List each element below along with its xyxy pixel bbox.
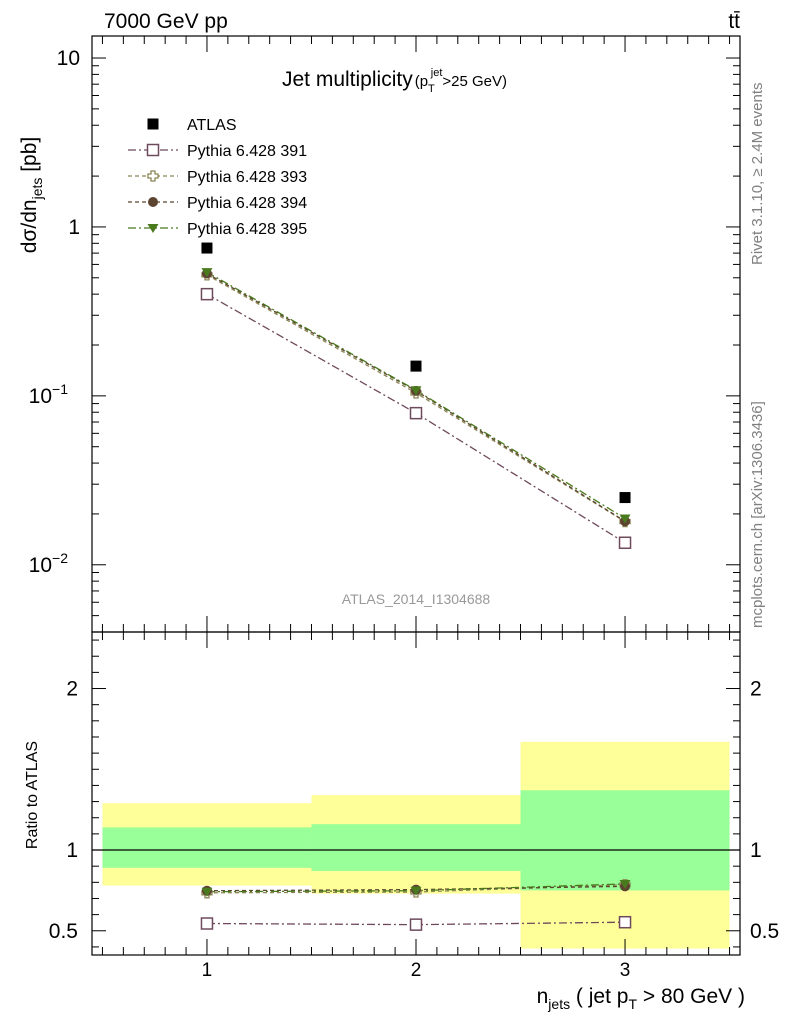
ratio-tick-labels: 0.5 0.5 1 1 2 2 1 2 3	[49, 678, 779, 981]
main-y-axis-label: dσ/dnjets [pb]	[18, 137, 45, 254]
ratio-point	[201, 887, 213, 897]
y-tick-label: 10−1	[29, 381, 69, 408]
ratio-point	[409, 918, 423, 931]
chart-title: Jet multiplicity (pTjet>25 GeV)	[282, 67, 507, 95]
main-series	[200, 242, 632, 550]
rivet-version-label: Rivet 3.1.10, ≥ 2.4M events	[749, 83, 766, 266]
x-tick-label: 1	[202, 960, 213, 981]
ratio-y-tick-label-right: 2	[750, 678, 762, 701]
ratio-y-tick-label: 2	[66, 678, 78, 701]
legend-label: Pythia 6.428 395	[187, 221, 307, 238]
legend-label: Pythia 6.428 394	[187, 195, 307, 212]
x-axis-label: njets ( jet pT > 80 GeV )	[537, 985, 745, 1012]
data-point	[201, 268, 213, 278]
main-x-ticks	[101, 36, 731, 632]
y-tick-exponent: −1	[52, 381, 68, 397]
ratio-point	[618, 915, 632, 929]
ratio-y-axis-label: Ratio to ATLAS	[24, 741, 41, 849]
x-tick-label: 2	[411, 960, 422, 981]
inner-band	[311, 824, 521, 872]
header-process-label: tt̄	[728, 10, 740, 33]
main-y-ticks	[92, 57, 740, 633]
data-point	[201, 242, 213, 254]
legend-marker	[147, 224, 159, 233]
data-point	[410, 386, 422, 396]
ratio-point	[619, 879, 631, 889]
data-point	[619, 492, 631, 504]
header-energy-label: 7000 GeV pp	[104, 10, 228, 33]
mcplots-label: mcplots.cern.ch [arXiv:1306.3436]	[749, 401, 766, 628]
legend-marker	[147, 170, 159, 182]
legend-marker	[146, 143, 160, 157]
ratio-y-tick-label-right: 0.5	[750, 920, 779, 943]
legend: ATLAS Pythia 6.428 391 Pythia 6.428 393 Pyt…	[128, 117, 307, 238]
main-y-tick-labels: 10−2 10−1 1 10	[29, 47, 80, 577]
legend-marker	[148, 197, 158, 207]
data-point	[619, 514, 631, 524]
ratio-y-tick-label: 1	[66, 839, 78, 862]
ratio-ticks	[92, 632, 740, 955]
data-point	[410, 360, 422, 372]
main-plot-panel: 10−2 10−1 1 10 dσ/dnjets [pb] Jet multiplic…	[18, 35, 741, 633]
y-tick-label: 10−2	[29, 550, 69, 577]
legend-label: Pythia 6.428 393	[187, 169, 307, 186]
y-tick-label: 1	[68, 216, 80, 239]
ratio-plot-panel: 0.5 0.5 1 1 2 2 1 2 3 Ratio to ATLAS njets ( jet…	[24, 631, 779, 1012]
data-point	[200, 287, 214, 301]
analysis-watermark: ATLAS_2014_I1304688	[342, 591, 491, 607]
ratio-series	[200, 879, 632, 931]
data-point	[409, 406, 423, 420]
legend-label: Pythia 6.428 391	[187, 143, 307, 160]
ratio-uncertainty-bands	[102, 741, 730, 949]
y-tick-label: 10	[57, 47, 80, 70]
x-tick-label: 3	[620, 960, 631, 981]
ratio-point	[410, 886, 422, 896]
legend-marker	[147, 118, 159, 130]
inner-band	[102, 827, 312, 868]
inner-band	[520, 790, 730, 891]
data-point	[618, 536, 632, 550]
legend-label: ATLAS	[187, 117, 237, 134]
ratio-y-tick-label: 0.5	[49, 920, 78, 943]
ratio-point	[200, 917, 214, 930]
ratio-y-tick-label-right: 1	[750, 839, 762, 862]
y-tick-exponent: −2	[52, 550, 68, 566]
